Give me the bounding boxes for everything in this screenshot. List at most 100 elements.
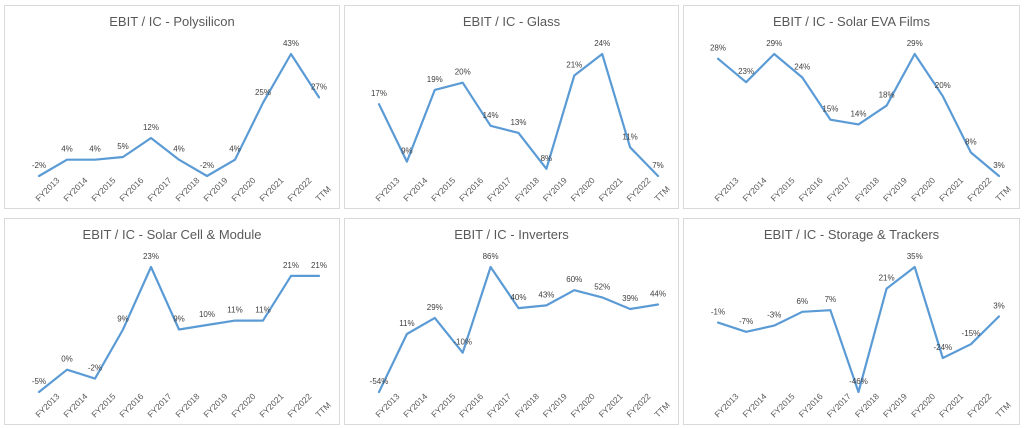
chart-svg: EBIT / IC - Polysilicon -2% 4% 4% 5% 12% 4% -2%… [32,14,333,203]
data-label: 24% [594,39,610,48]
data-label: 8% [965,138,977,147]
series-line [377,52,660,178]
data-label: 23% [143,252,159,261]
data-label: 24% [794,62,810,71]
x-tick-label: FY2021 [937,391,965,419]
series-line [37,265,321,394]
x-tick-label: FY2017 [825,175,853,203]
x-tick-label: FY2022 [965,391,993,419]
data-label: 21% [879,274,895,283]
x-tick-label: FY2018 [173,175,201,203]
data-label: -1% [711,308,725,317]
x-tick-label: FY2020 [569,391,597,419]
data-label: 4% [173,145,185,154]
x-tick-label: FY2020 [229,391,257,419]
chart-title: EBIT / IC - Polysilicon [109,14,234,29]
series-line [377,265,660,394]
x-tick-label: FY2018 [853,391,881,419]
data-label: 5% [117,142,129,151]
data-label: 39% [622,294,638,303]
x-tick-label: FY2019 [881,391,909,419]
data-label: 4% [61,145,73,154]
data-label: 86% [483,252,499,261]
chart-svg: EBIT / IC - Solar Cell & Module -5% 0% -2% 9… [32,227,333,419]
chart-svg: EBIT / IC - Storage & Trackers -1% -7% -3% 6… [711,227,1013,419]
x-tick-label: TTM [993,184,1012,203]
data-label: 4% [89,145,101,154]
data-label: 29% [766,39,782,48]
chart-panel-polysilicon: EBIT / IC - Polysilicon -2% 4% 4% 5% 12% 4% -2%… [4,5,340,209]
x-tick-label: FY2013 [712,175,740,203]
series-line [716,52,1001,178]
data-label: 3% [993,301,1005,310]
data-label: 35% [907,252,923,261]
data-label: 29% [427,303,443,312]
x-tick-label: FY2014 [401,391,429,419]
data-label: 20% [935,81,951,90]
data-label: 4% [229,145,241,154]
x-tick-label: TTM [313,184,332,203]
data-label: 19% [427,75,443,84]
x-tick-label: FY2017 [485,391,513,419]
data-label: -2% [32,161,46,170]
chart-title: EBIT / IC - Glass [463,14,561,29]
data-label: 11% [622,132,637,141]
data-label: -10% [453,338,472,347]
data-label: 25% [255,88,271,97]
chart-svg: EBIT / IC - Inverters -54% 11% 29% -10% 86% 40… [370,227,672,419]
data-label: 11% [399,319,414,328]
x-tick-label: FY2015 [769,175,797,203]
data-label: 3% [993,161,1005,170]
series-line [37,52,321,178]
data-label: 15% [822,105,838,114]
x-tick-label: FY2015 [89,391,117,419]
data-label: 14% [483,111,499,120]
data-label: 23% [738,67,754,76]
data-label: 18% [879,91,895,100]
x-tick-label: FY2022 [624,391,652,419]
x-tick-label: FY2021 [597,175,625,203]
x-tick-label: FY2016 [117,391,145,419]
x-tick-label: FY2014 [61,391,89,419]
x-tick-label: FY2020 [909,175,937,203]
chart-panel-solar-cell-module: EBIT / IC - Solar Cell & Module -5% 0% -2% 9… [4,218,340,425]
x-tick-label: FY2017 [485,175,513,203]
x-tick-label: FY2019 [201,391,229,419]
data-label: 17% [371,89,387,98]
data-label: -3% [767,311,781,320]
x-tick-label: FY2021 [257,391,285,419]
data-label: 8% [541,154,553,163]
x-tick-label: FY2015 [429,175,457,203]
x-tick-label: FY2013 [33,391,61,419]
data-label: 43% [283,39,299,48]
data-label: -5% [32,377,46,386]
data-label: 43% [538,290,554,299]
chart-panel-solar-eva-films: EBIT / IC - Solar EVA Films 28% 23% 29% 24% 1… [683,5,1020,209]
x-tick-label: FY2021 [937,175,965,203]
data-label: -54% [370,377,389,386]
x-tick-label: FY2013 [33,175,61,203]
x-tick-label: FY2016 [797,391,825,419]
x-tick-label: FY2020 [909,391,937,419]
x-tick-label: FY2015 [769,391,797,419]
x-tick-label: FY2021 [597,391,625,419]
chart-panel-storage-trackers: EBIT / IC - Storage & Trackers -1% -7% -3% 6… [683,218,1020,425]
data-label: 7% [825,295,837,304]
data-label: 13% [510,118,526,127]
x-tick-label: FY2013 [373,391,401,419]
x-tick-label: FY2021 [257,175,285,203]
x-tick-label: FY2014 [61,175,89,203]
data-label: -2% [200,161,214,170]
x-tick-label: FY2017 [145,175,173,203]
data-label: -15% [962,329,981,338]
data-label: 12% [143,123,159,132]
data-label: 40% [510,293,526,302]
data-label: 11% [255,306,270,315]
x-tick-label: FY2019 [881,175,909,203]
data-label: 11% [227,306,242,315]
x-tick-label: FY2014 [740,175,768,203]
chart-title: EBIT / IC - Solar Cell & Module [83,227,262,242]
data-label: 29% [907,39,923,48]
x-tick-label: TTM [313,400,332,419]
